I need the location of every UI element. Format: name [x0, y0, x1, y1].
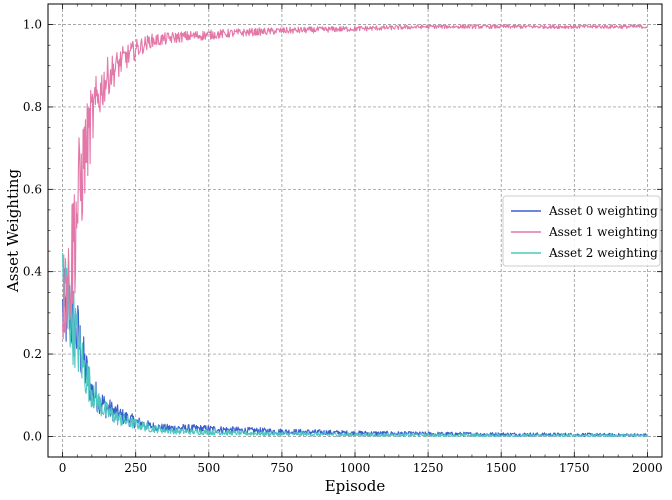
legend-entry: Asset 0 weighting [548, 204, 658, 218]
x-tick-label: 1750 [559, 461, 590, 475]
x-axis-label: Episode [325, 477, 386, 495]
axis-ticks: 0 250 500 750 1000 1250 1500 1750 2000 0.0 0.2 0.4 0… [23, 3, 663, 475]
legend-entry: Asset 2 weighting [548, 246, 658, 260]
y-tick-label: 0.4 [23, 265, 42, 279]
legend-entry: Asset 1 weighting [548, 225, 658, 239]
y-tick-label: 0.8 [23, 100, 42, 114]
x-tick-label: 750 [270, 461, 293, 475]
x-tick-label: 1500 [486, 461, 517, 475]
series-line-asset-2 [62, 252, 648, 437]
x-tick-label: 250 [124, 461, 147, 475]
x-tick-label: 1000 [340, 461, 371, 475]
y-tick-label: 1.0 [23, 18, 42, 32]
y-tick-label: 0.2 [23, 347, 42, 361]
x-tick-label: 500 [197, 461, 220, 475]
legend-box [502, 195, 661, 267]
grid-lines [48, 4, 662, 457]
series-lines [62, 24, 648, 437]
y-axis-label: Asset Weighting [4, 169, 22, 294]
y-tick-label: 0.6 [23, 182, 42, 196]
legend: Asset 0 weighting Asset 1 weighting Asset … [502, 195, 661, 267]
x-tick-label: 0 [59, 461, 67, 475]
x-tick-label: 1250 [413, 461, 444, 475]
series-line-asset-1 [62, 24, 648, 340]
x-tick-label: 2000 [632, 461, 663, 475]
y-tick-label: 0.0 [23, 429, 42, 443]
